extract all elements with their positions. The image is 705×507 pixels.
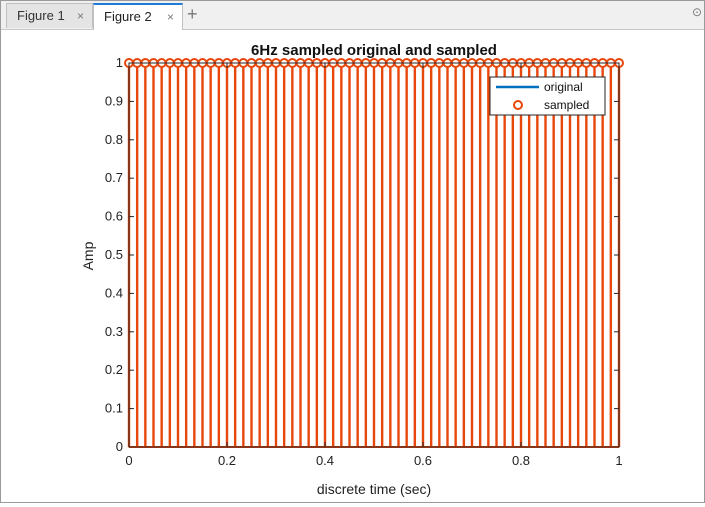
y-tick-label: 0.6 (105, 209, 123, 224)
x-tick-label: 0.4 (316, 453, 334, 468)
x-tick-label: 0.8 (512, 453, 530, 468)
legend-original-label: original (544, 80, 583, 94)
tab-figure-2[interactable]: Figure 2 × (93, 3, 183, 30)
tab-figure-1[interactable]: Figure 1 × (6, 3, 93, 28)
y-tick-label: 0.2 (105, 362, 123, 377)
x-axis-label: discrete time (sec) (317, 481, 431, 497)
y-tick-label: 0.1 (105, 401, 123, 416)
plot-axes-box (128, 62, 620, 448)
x-tick-label: 0.6 (414, 453, 432, 468)
y-tick-label: 0.8 (105, 132, 123, 147)
y-tick-label: 0.4 (105, 285, 123, 300)
y-tick-label: 0.7 (105, 170, 123, 185)
y-tick-label: 0.5 (105, 247, 123, 262)
close-icon[interactable]: × (76, 9, 84, 23)
y-tick-label: 1 (116, 55, 123, 70)
window-options-icon[interactable]: ⊙ (691, 5, 702, 19)
y-tick-label: 0.9 (105, 93, 123, 108)
x-tick-label: 0.2 (218, 453, 236, 468)
tab-label: Figure 2 (104, 9, 152, 24)
legend-box (489, 76, 606, 116)
x-tick-label: 0 (125, 453, 132, 468)
y-tick-label: 0.3 (105, 324, 123, 339)
chart-title: 6Hz sampled original and sampled (251, 42, 497, 59)
stem-plot: 6Hz sampled original and sampled discret… (80, 42, 624, 497)
legend-sampled-marker (513, 100, 523, 110)
legend-sampled-label: sampled (544, 98, 589, 112)
tab-bar: Figure 1 × Figure 2 × + ⊙ (1, 1, 704, 30)
add-tab-icon[interactable]: + (187, 4, 198, 24)
tab-label: Figure 1 (17, 8, 65, 23)
figure-canvas: 6Hz sampled original and sampled discret… (1, 30, 704, 502)
x-tick-label: 1 (615, 453, 622, 468)
close-icon[interactable]: × (166, 10, 174, 24)
y-axis-label: Amp (80, 241, 96, 270)
y-tick-label: 0 (116, 439, 123, 454)
